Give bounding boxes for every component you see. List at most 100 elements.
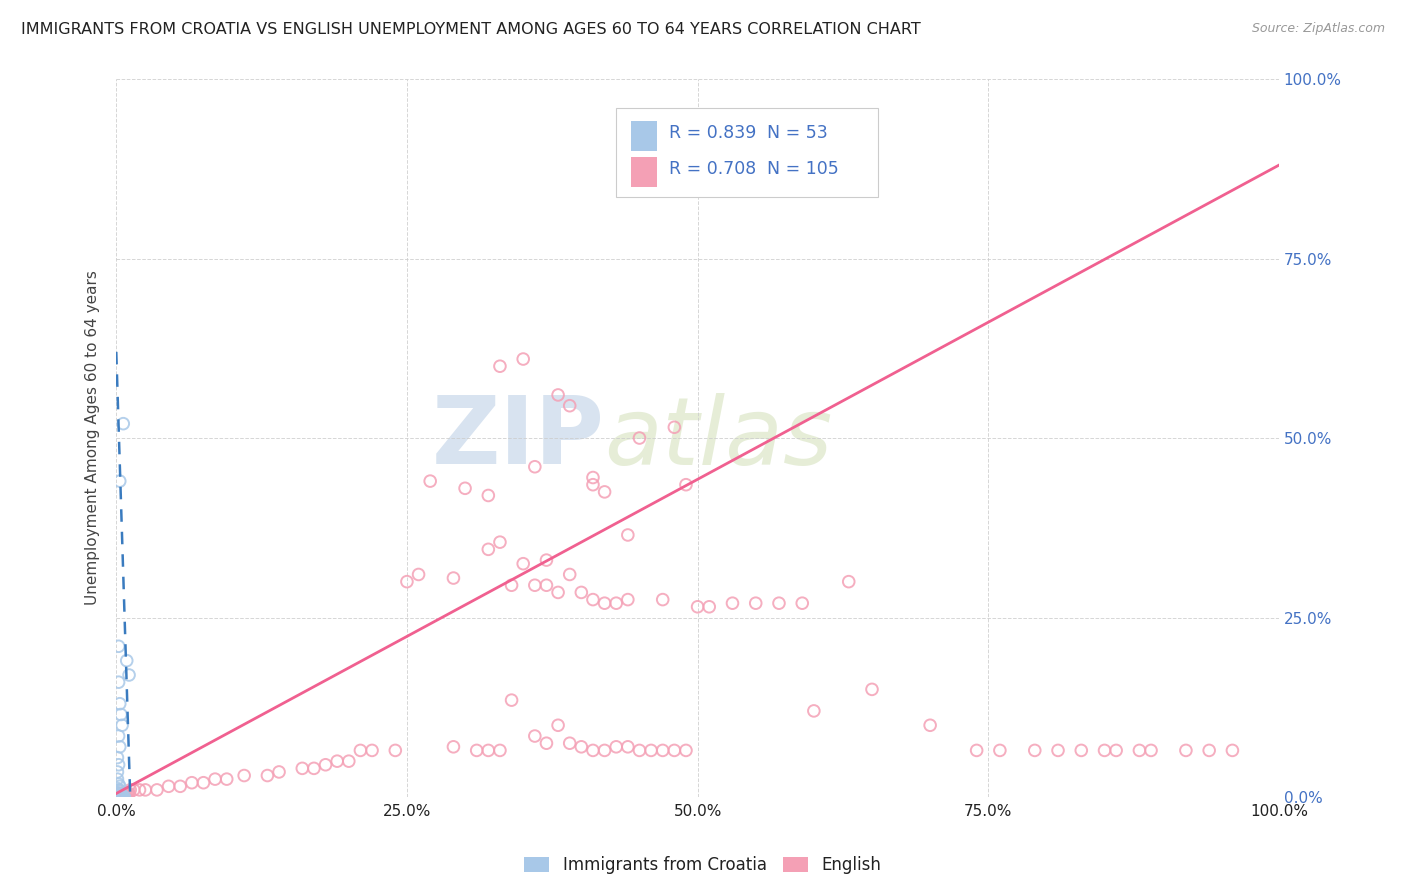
- Point: [920, 718, 942, 732]
- Text: R = 0.708: R = 0.708: [668, 161, 756, 178]
- Point: [107, 750, 129, 764]
- Legend: Immigrants from Croatia, English: Immigrants from Croatia, English: [519, 851, 887, 880]
- Point: [860, 682, 883, 697]
- Point: [593, 484, 616, 499]
- Point: [120, 783, 142, 797]
- Point: [477, 542, 499, 557]
- Point: [107, 640, 129, 654]
- Text: R = 0.839: R = 0.839: [668, 124, 756, 142]
- Point: [112, 787, 135, 801]
- Point: [108, 780, 131, 794]
- Point: [664, 743, 686, 757]
- Point: [215, 772, 238, 786]
- Point: [112, 417, 135, 431]
- Bar: [631, 120, 657, 151]
- Point: [628, 743, 651, 757]
- Point: [501, 578, 523, 592]
- Point: [267, 764, 290, 779]
- Point: [108, 739, 131, 754]
- Point: [675, 477, 697, 491]
- Point: [408, 567, 430, 582]
- Point: [1222, 743, 1244, 757]
- Point: [107, 786, 129, 800]
- Point: [523, 459, 546, 474]
- Point: [107, 757, 129, 772]
- Point: [110, 788, 132, 802]
- Point: [107, 790, 129, 805]
- Point: [547, 585, 569, 599]
- Point: [112, 787, 135, 801]
- Point: [489, 359, 512, 374]
- Text: N = 53: N = 53: [768, 124, 828, 142]
- Point: [180, 775, 202, 789]
- Point: [651, 743, 673, 757]
- Point: [110, 787, 132, 801]
- Point: [107, 675, 129, 690]
- Point: [443, 739, 465, 754]
- Point: [122, 783, 145, 797]
- Point: [569, 739, 592, 754]
- Text: IMMIGRANTS FROM CROATIA VS ENGLISH UNEMPLOYMENT AMONG AGES 60 TO 64 YEARS CORREL: IMMIGRANTS FROM CROATIA VS ENGLISH UNEMP…: [21, 22, 921, 37]
- Point: [605, 739, 627, 754]
- Point: [114, 787, 136, 801]
- Point: [349, 743, 371, 757]
- Point: [110, 789, 132, 803]
- Point: [838, 574, 860, 589]
- Point: [1174, 743, 1197, 757]
- Point: [1094, 743, 1116, 757]
- Point: [384, 743, 406, 757]
- Point: [1198, 743, 1220, 757]
- Point: [108, 789, 131, 803]
- Point: [118, 787, 141, 801]
- Point: [112, 790, 135, 805]
- Point: [966, 743, 988, 757]
- Point: [686, 599, 709, 614]
- Point: [651, 592, 673, 607]
- Point: [558, 736, 581, 750]
- Point: [107, 790, 129, 805]
- Point: [1105, 743, 1128, 757]
- Point: [107, 787, 129, 801]
- Point: [454, 481, 477, 495]
- Point: [1047, 743, 1070, 757]
- Point: [536, 553, 558, 567]
- Point: [988, 743, 1011, 757]
- Point: [640, 743, 662, 757]
- Point: [146, 783, 169, 797]
- Point: [111, 718, 134, 732]
- Point: [107, 781, 129, 796]
- Point: [315, 757, 337, 772]
- Point: [110, 789, 132, 804]
- Point: [110, 707, 132, 722]
- Point: [110, 790, 132, 805]
- Point: [536, 736, 558, 750]
- Point: [501, 693, 523, 707]
- Point: [115, 654, 138, 668]
- Point: [489, 743, 512, 757]
- Text: Source: ZipAtlas.com: Source: ZipAtlas.com: [1251, 22, 1385, 36]
- Point: [112, 790, 135, 805]
- Point: [1024, 743, 1046, 757]
- Point: [617, 739, 640, 754]
- Point: [582, 470, 605, 484]
- Point: [107, 772, 129, 786]
- Point: [108, 697, 131, 711]
- Point: [582, 477, 605, 491]
- Point: [1070, 743, 1092, 757]
- Point: [193, 775, 215, 789]
- Point: [523, 578, 546, 592]
- Point: [291, 761, 314, 775]
- Point: [107, 788, 129, 802]
- Point: [443, 571, 465, 585]
- Point: [792, 596, 814, 610]
- Point: [768, 596, 790, 610]
- FancyBboxPatch shape: [616, 108, 877, 197]
- Point: [108, 784, 131, 798]
- Point: [1128, 743, 1150, 757]
- Point: [107, 788, 129, 802]
- Point: [489, 535, 512, 549]
- Point: [617, 528, 640, 542]
- Point: [664, 420, 686, 434]
- Point: [477, 488, 499, 502]
- Point: [169, 780, 191, 794]
